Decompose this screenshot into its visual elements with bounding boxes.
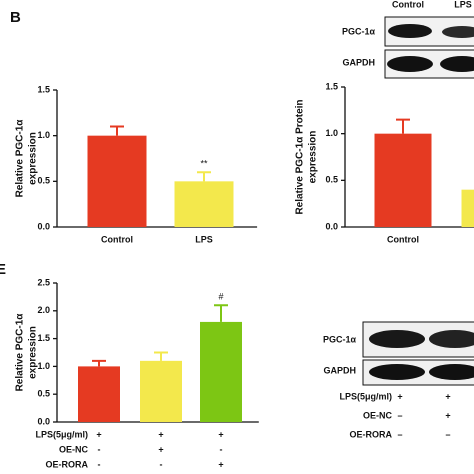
- treatment-mark: –: [397, 429, 402, 439]
- treatment-mark: -: [98, 444, 101, 454]
- treatment-mark: –: [445, 429, 450, 439]
- y-tick-label: 1.0: [37, 130, 50, 140]
- y-axis-label: expression: [308, 131, 319, 184]
- bar: [78, 366, 120, 422]
- bar: [374, 133, 432, 227]
- y-tick-label: 0.5: [37, 389, 50, 399]
- treatment-mark: -: [98, 459, 101, 469]
- treatment-mark: -: [220, 444, 223, 454]
- row-label: OE-RORA: [46, 459, 89, 469]
- treatment-mark: +: [218, 429, 223, 439]
- row-label: OE-NC: [363, 410, 393, 420]
- y-axis-label: expression: [28, 326, 39, 379]
- blot: [384, 16, 474, 79]
- bar: [200, 321, 242, 422]
- y-tick-label: 0.0: [325, 221, 338, 231]
- treatment-mark: +: [445, 391, 450, 401]
- y-tick-label: 0.5: [325, 175, 338, 185]
- y-tick-label: 1.0: [37, 361, 50, 371]
- row-label: LPS(5μg/ml): [339, 391, 392, 401]
- treatment-mark: +: [218, 459, 223, 469]
- y-tick-label: 1.0: [325, 128, 338, 138]
- row-label: OE-RORA: [350, 429, 393, 439]
- annotation: **: [200, 159, 208, 169]
- x-tick-label: Control: [387, 234, 419, 244]
- blot-label: GAPDH: [323, 365, 356, 375]
- bar: [140, 360, 182, 422]
- y-tick-label: 0.0: [37, 221, 50, 231]
- error-bar: [197, 171, 211, 182]
- y-axis-label: Relative PGC-1α Protein: [295, 99, 306, 214]
- bar: [174, 181, 234, 227]
- x-tick-label: LPS: [195, 234, 213, 244]
- y-tick-label: 2.0: [37, 305, 50, 315]
- y-tick-label: 0.5: [37, 176, 50, 186]
- lane-label: LPS: [454, 0, 472, 9]
- row-label: LPS(5μg/ml): [35, 429, 88, 439]
- row-label: OE-NC: [59, 444, 89, 454]
- error-bar: [110, 125, 124, 136]
- bar: [87, 135, 147, 227]
- blot-label: PGC-1α: [323, 334, 357, 344]
- bar: [461, 189, 474, 227]
- treatment-mark: +: [158, 444, 163, 454]
- panel-label: B: [10, 9, 21, 26]
- y-tick-label: 1.5: [37, 333, 50, 343]
- treatment-mark: –: [397, 410, 402, 420]
- error-bar: [396, 118, 410, 134]
- treatment-mark: +: [445, 410, 450, 420]
- y-axis-label: expression: [28, 132, 39, 185]
- error-bar: [92, 359, 106, 367]
- error-bar: [154, 351, 168, 361]
- blot-label: GAPDH: [342, 57, 375, 67]
- y-tick-label: 1.5: [37, 84, 50, 94]
- panel-label: E: [0, 261, 6, 278]
- lane-label: Control: [392, 0, 424, 9]
- y-tick-label: 2.5: [37, 277, 50, 287]
- treatment-mark: +: [158, 429, 163, 439]
- error-bar: [214, 304, 228, 322]
- y-tick-label: 0.0: [37, 416, 50, 426]
- x-tick-label: Control: [101, 234, 133, 244]
- blot-label: PGC-1α: [342, 26, 376, 36]
- treatment-mark: +: [96, 429, 101, 439]
- blot: [362, 321, 474, 386]
- y-axis-label: Relative PGC-1α: [15, 313, 26, 392]
- treatment-mark: -: [160, 459, 163, 469]
- y-tick-label: 1.5: [325, 81, 338, 91]
- treatment-mark: +: [397, 391, 402, 401]
- y-axis-label: Relative PGC-1α: [15, 119, 26, 198]
- annotation: #: [218, 292, 223, 302]
